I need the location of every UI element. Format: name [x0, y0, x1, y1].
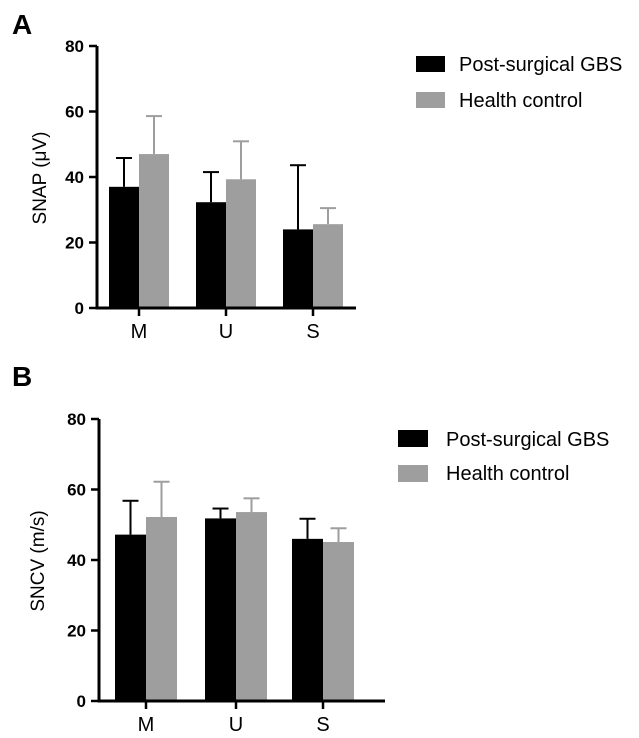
y-tick-label: 40: [67, 551, 86, 570]
y-axis-label: SNCV (m/s): [28, 510, 49, 611]
bar-health-control-u: [226, 179, 256, 308]
axes: [95, 46, 356, 310]
y-tick-label: 80: [65, 37, 84, 56]
bars: [115, 480, 354, 701]
bar-post-surgical-gbs-u: [196, 202, 226, 308]
x-tick-label: U: [219, 321, 233, 343]
chart-panel-b: B 0 20 40 60 80 M U S SNCV (m/s) Post-surgical…: [0, 361, 639, 738]
x-tick-label: U: [229, 714, 243, 736]
y-tick-label: 60: [67, 481, 86, 500]
y-tick-label: 0: [75, 299, 84, 318]
legend-label-post-surgical: Post-surgical GBS: [459, 54, 622, 76]
bar-post-surgical-gbs-m: [115, 534, 146, 701]
panel-label: A: [12, 9, 32, 40]
legend-swatch-health-control: [398, 465, 428, 482]
legend: Post-surgical GBS Health control: [416, 54, 622, 112]
bar-post-surgical-gbs-u: [205, 518, 236, 701]
bars: [109, 115, 343, 308]
legend: Post-surgical GBS Health control: [398, 429, 609, 485]
legend-swatch-health-control: [416, 92, 445, 108]
bar-health-control-s: [313, 224, 343, 308]
chart-b-svg: B 0 20 40 60 80 M U S SNCV (m/s) Post-surgical…: [12, 361, 609, 736]
y-tick-label: 40: [65, 168, 84, 187]
bar-health-control-m: [139, 154, 169, 308]
chart-a-svg: A 0 20 40 60 80 M U S SNAP (μV) Post-surgical …: [12, 9, 622, 343]
legend-label-health-control: Health control: [446, 463, 569, 485]
y-tick-label: 20: [67, 622, 86, 641]
legend-swatch-post-surgical: [416, 56, 445, 72]
axes: [97, 419, 385, 703]
bar-health-control-u: [236, 512, 267, 701]
bar-post-surgical-gbs-s: [283, 229, 313, 308]
y-tick-label: 80: [67, 410, 86, 429]
legend-label-health-control: Health control: [459, 90, 582, 112]
legend-swatch-post-surgical: [398, 430, 428, 447]
y-axis-ticks: 0 20 40 60 80: [65, 37, 97, 318]
y-tick-label: 60: [65, 103, 84, 122]
panel-label: B: [12, 361, 32, 392]
y-tick-label: 20: [65, 234, 84, 253]
bar-health-control-m: [146, 516, 177, 701]
x-tick-label: S: [316, 714, 329, 736]
bar-health-control-s: [323, 542, 354, 701]
y-axis-ticks: 0 20 40 60 80: [67, 410, 99, 711]
legend-label-post-surgical: Post-surgical GBS: [446, 429, 609, 451]
y-axis-label: SNAP (μV): [30, 132, 51, 225]
x-tick-label: M: [131, 321, 148, 343]
bar-post-surgical-gbs-s: [292, 538, 323, 701]
chart-panel-a: A 0 20 40 60 80 M U S SNAP (μV) Post-surgical …: [12, 9, 622, 343]
y-tick-label: 0: [77, 692, 86, 711]
x-tick-label: M: [138, 714, 155, 736]
bar-post-surgical-gbs-m: [109, 186, 139, 308]
x-tick-label: S: [306, 321, 319, 343]
